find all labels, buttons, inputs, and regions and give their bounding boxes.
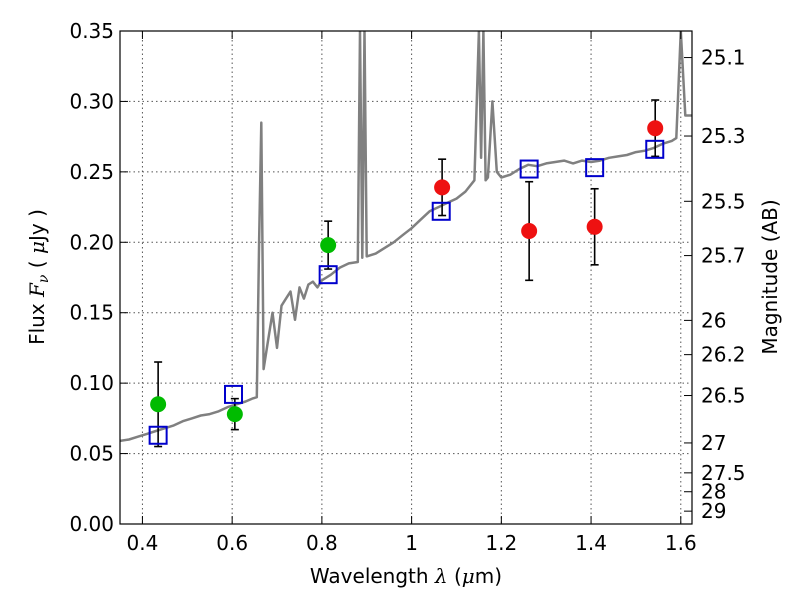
grid-lines (120, 31, 692, 524)
x-axis-label: Wavelength λ (μm) (310, 564, 502, 588)
flux-point (521, 223, 538, 240)
y-tick-label: 0.20 (69, 230, 114, 254)
y2-tick-label: 27 (701, 431, 726, 455)
y2-tick-label: 29 (701, 499, 726, 523)
y2-tick-label: 26.5 (701, 384, 746, 408)
x-tick-label: 0.6 (216, 531, 248, 555)
y-tick-label: 0.35 (69, 19, 114, 43)
y2-tick-label: 28 (701, 480, 726, 504)
y2-tick-label: 25.5 (701, 189, 746, 213)
model-square (224, 384, 244, 404)
model-square (148, 425, 168, 445)
flux-point (150, 396, 167, 413)
model-square (318, 265, 338, 285)
model-square (519, 159, 539, 179)
y2-tick-label: 25.3 (701, 124, 746, 148)
y-tick-label: 0.05 (69, 442, 114, 466)
y-tick-label: 0.15 (69, 301, 114, 325)
flux-point (434, 179, 451, 196)
y-axis-label: Flux Fν ( μJy ) (25, 209, 52, 345)
model-square (645, 139, 665, 159)
model-square (585, 158, 605, 178)
y2-tick-label: 25.7 (701, 244, 746, 268)
flux-point (647, 120, 664, 137)
y2-tick-label: 27.5 (701, 461, 746, 485)
flux-point (226, 406, 243, 423)
y-tick-label: 0.10 (69, 371, 114, 395)
y2-axis-label: Magnitude (AB) (758, 199, 782, 354)
y-tick-label: 0.25 (69, 160, 114, 184)
y2-tick-label: 26 (701, 308, 726, 332)
template-spectrum-line (120, 31, 692, 443)
y2-tick-label: 25.1 (701, 46, 746, 70)
y-tick-label: 0.00 (69, 512, 114, 536)
x-tick-label: 1.2 (485, 531, 517, 555)
x-tick-label: 1.6 (665, 531, 697, 555)
x-tick-label: 0.8 (306, 531, 338, 555)
data-layer (120, 31, 692, 448)
flux-point (586, 218, 603, 235)
flux-point (320, 237, 337, 254)
axis-ticks: 0.4 0.6 0.8 1 1.2 1.4 1.6 0.00 0.05 0.10 0.15 0.20 0… (69, 19, 745, 555)
x-tick-label: 1.4 (575, 531, 607, 555)
x-tick-label: 0.4 (127, 531, 159, 555)
y2-tick-label: 26.2 (701, 343, 746, 367)
model-square (431, 201, 451, 221)
y-tick-label: 0.30 (69, 89, 114, 113)
x-tick-label: 1 (405, 531, 418, 555)
plot-frame (119, 30, 693, 525)
